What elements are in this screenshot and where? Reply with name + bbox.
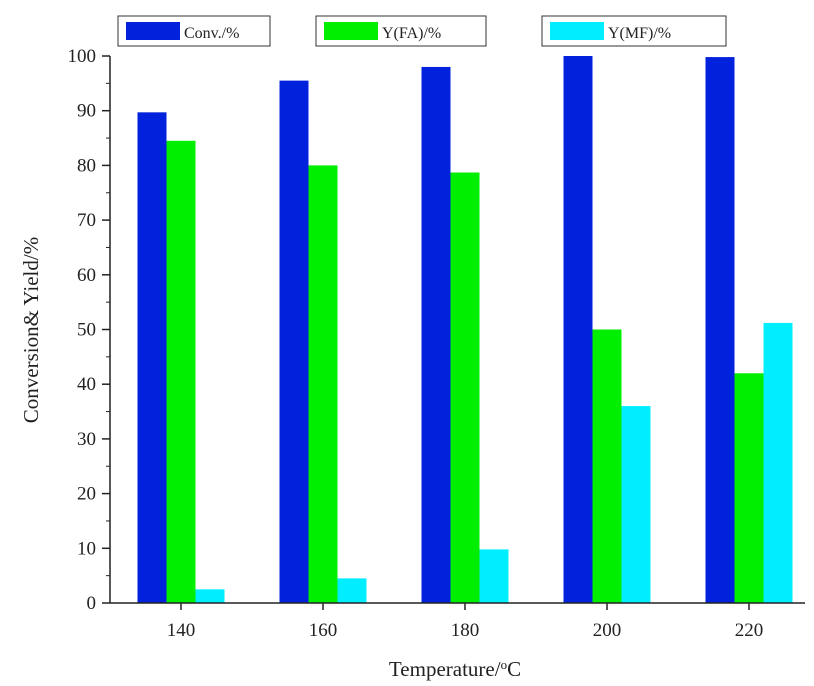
bar-y-fa--220: [734, 373, 764, 603]
y-tick-label: 90: [77, 101, 96, 122]
x-tick-label: 160: [309, 620, 338, 641]
y-tick-label: 70: [77, 210, 96, 231]
legend-swatch: [550, 22, 604, 40]
bar-y-fa--160: [308, 165, 338, 603]
bars-group: [137, 56, 793, 604]
bar-y-fa--180: [450, 172, 480, 604]
x-ticks: 140 160 180 200 220: [167, 603, 764, 641]
y-tick-label: 30: [77, 429, 96, 450]
y-ticks: 0 10 20 30 40 50 60 70 80 90 100: [68, 46, 110, 614]
bar-y-fa--200: [592, 329, 622, 603]
bar-y-mf--140: [195, 589, 225, 603]
bar-y-mf--200: [621, 406, 651, 603]
bar-y-mf--180: [479, 549, 509, 603]
legend-swatch: [324, 22, 378, 40]
y-tick-label: 10: [77, 538, 96, 559]
y-tick-label: 20: [77, 484, 96, 505]
bar-conv--200: [563, 56, 593, 603]
bar-conv--140: [137, 112, 167, 603]
legend-label: Conv./%: [184, 25, 239, 42]
y-tick-label: 40: [77, 374, 96, 395]
bar-y-fa--140: [166, 140, 196, 603]
x-axis-title-unit: C: [507, 657, 521, 681]
x-tick-label: 220: [735, 620, 764, 641]
legend-item-y-mf-: Y(MF)/%: [541, 15, 727, 47]
x-axis-title-text: Temperature/: [389, 657, 501, 681]
legend: Conv./% Y(FA)/% Y(MF)/%: [117, 15, 727, 47]
x-axis-title-degree: o: [501, 657, 508, 672]
bar-y-mf--220: [763, 322, 793, 603]
legend-label: Y(MF)/%: [608, 25, 671, 42]
y-tick-label: 50: [77, 320, 96, 341]
legend-label: Y(FA)/%: [382, 25, 441, 42]
bar-conv--180: [421, 66, 451, 603]
bar-conv--220: [705, 57, 735, 604]
legend-item-conv-: Conv./%: [117, 15, 271, 47]
legend-swatch: [126, 22, 180, 40]
bar-y-mf--160: [337, 578, 367, 603]
y-tick-label: 60: [77, 265, 96, 286]
legend-item-y-fa-: Y(FA)/%: [315, 15, 487, 47]
x-tick-label: 180: [451, 620, 480, 641]
x-tick-label: 200: [593, 620, 622, 641]
x-axis-title: Temperature/oC: [389, 657, 521, 682]
y-tick-label: 0: [87, 593, 97, 614]
y-axis-title: Conversion& Yield/%: [19, 237, 43, 423]
x-tick-label: 140: [167, 620, 196, 641]
y-tick-label: 80: [77, 155, 96, 176]
y-tick-label: 100: [68, 46, 97, 67]
bar-conv--160: [279, 80, 309, 604]
